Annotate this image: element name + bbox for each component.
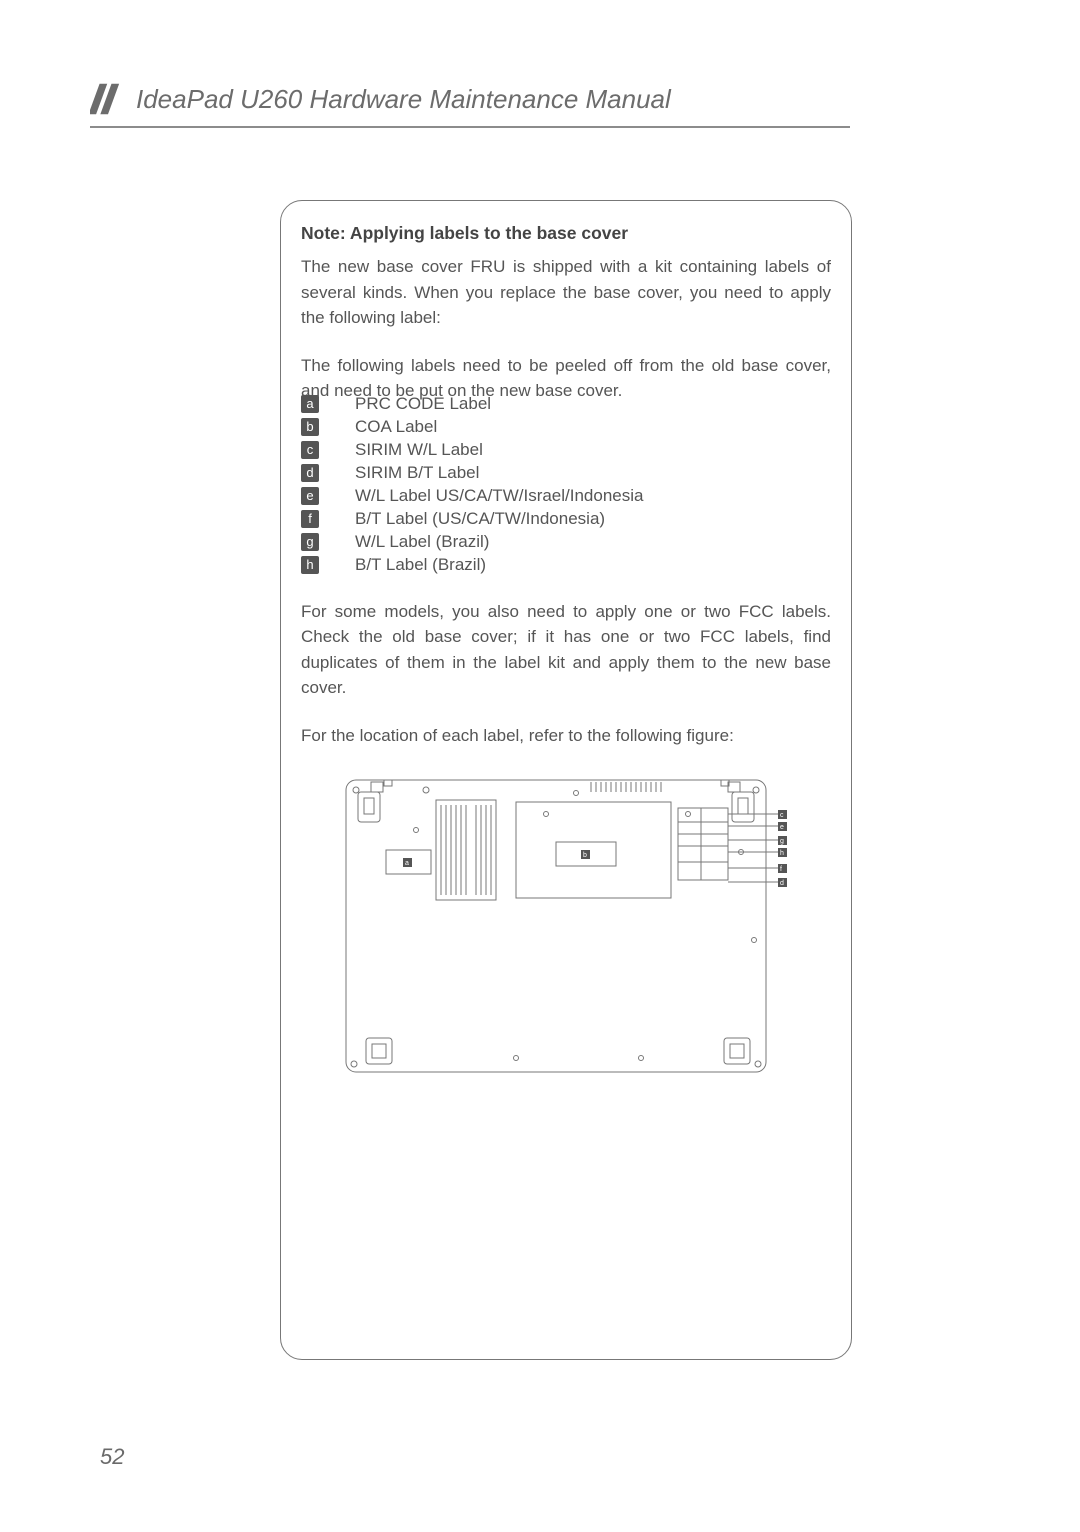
label-row: c SIRIM W/L Label xyxy=(301,440,831,460)
label-marker: f xyxy=(301,510,319,528)
label-marker: g xyxy=(301,533,319,551)
header-title: IdeaPad U260 Hardware Maintenance Manual xyxy=(136,84,671,115)
note-box: Note: Applying labels to the base cover … xyxy=(280,200,852,1360)
label-marker: d xyxy=(301,464,319,482)
label-marker: a xyxy=(301,395,319,413)
label-row: f B/T Label (US/CA/TW/Indonesia) xyxy=(301,509,831,529)
svg-text:c: c xyxy=(780,812,784,819)
svg-text:g: g xyxy=(780,838,784,845)
label-marker: c xyxy=(301,441,319,459)
label-marker: e xyxy=(301,487,319,505)
svg-text:b: b xyxy=(583,852,587,859)
figure-wrap: a b c e g h f d xyxy=(301,770,831,1082)
label-row: g W/L Label (Brazil) xyxy=(301,532,831,552)
svg-text:a: a xyxy=(405,860,409,867)
label-row: d SIRIM B/T Label xyxy=(301,463,831,483)
label-text: B/T Label (US/CA/TW/Indonesia) xyxy=(355,509,605,529)
header-rule xyxy=(90,126,850,128)
label-text: W/L Label (Brazil) xyxy=(355,532,489,552)
label-text: B/T Label (Brazil) xyxy=(355,555,486,575)
svg-text:d: d xyxy=(780,880,784,887)
label-marker: h xyxy=(301,556,319,574)
svg-text:f: f xyxy=(780,866,782,873)
note-para-1: The new base cover FRU is shipped with a… xyxy=(301,254,831,331)
note-title: Note: Applying labels to the base cover xyxy=(301,223,831,244)
svg-text:h: h xyxy=(780,850,784,857)
label-text: COA Label xyxy=(355,417,437,437)
label-text: PRC CODE Label xyxy=(355,394,491,414)
logo-icon xyxy=(90,82,124,116)
svg-text:e: e xyxy=(780,824,784,831)
note-para-3: For some models, you also need to apply … xyxy=(301,599,831,701)
note-para-4: For the location of each label, refer to… xyxy=(301,723,831,749)
label-text: SIRIM W/L Label xyxy=(355,440,483,460)
label-row: h B/T Label (Brazil) xyxy=(301,555,831,575)
label-marker: b xyxy=(301,418,319,436)
page-header: IdeaPad U260 Hardware Maintenance Manual xyxy=(90,82,671,116)
label-row: e W/L Label US/CA/TW/Israel/Indonesia xyxy=(301,486,831,506)
label-text: SIRIM B/T Label xyxy=(355,463,479,483)
label-list: a PRC CODE Label b COA Label c SIRIM W/L… xyxy=(301,394,831,575)
label-row: b COA Label xyxy=(301,417,831,437)
page-number: 52 xyxy=(100,1444,124,1470)
label-text: W/L Label US/CA/TW/Israel/Indonesia xyxy=(355,486,644,506)
base-cover-figure: a b c e g h f d xyxy=(316,770,816,1082)
